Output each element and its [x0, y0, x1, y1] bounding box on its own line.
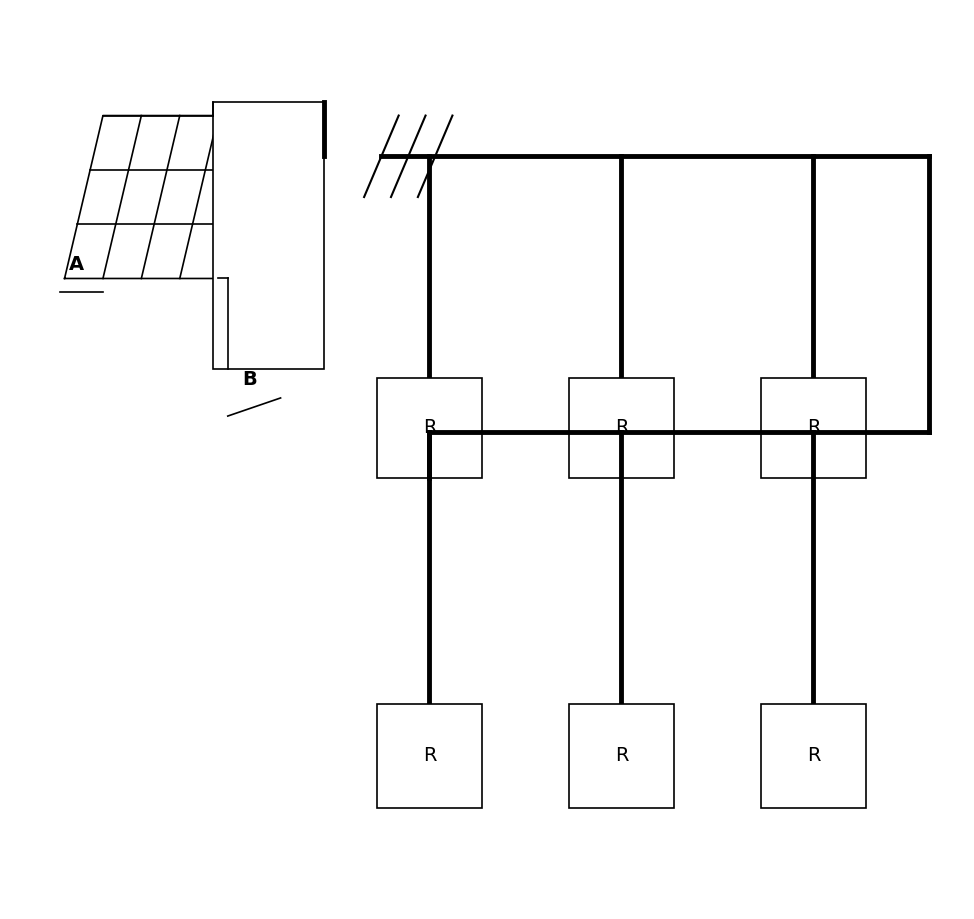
Text: R: R	[423, 418, 436, 437]
Bar	[569, 704, 674, 808]
Bar	[213, 102, 323, 369]
Bar	[761, 378, 866, 478]
Bar	[761, 704, 866, 808]
Bar	[569, 378, 674, 478]
Bar	[377, 378, 482, 478]
Text: R: R	[615, 418, 628, 437]
Text: R: R	[615, 746, 628, 766]
Text: R: R	[806, 418, 820, 437]
Bar	[377, 704, 482, 808]
Text: B: B	[243, 370, 257, 389]
Text: A: A	[69, 255, 85, 274]
Text: R: R	[806, 746, 820, 766]
Text: R: R	[423, 746, 436, 766]
